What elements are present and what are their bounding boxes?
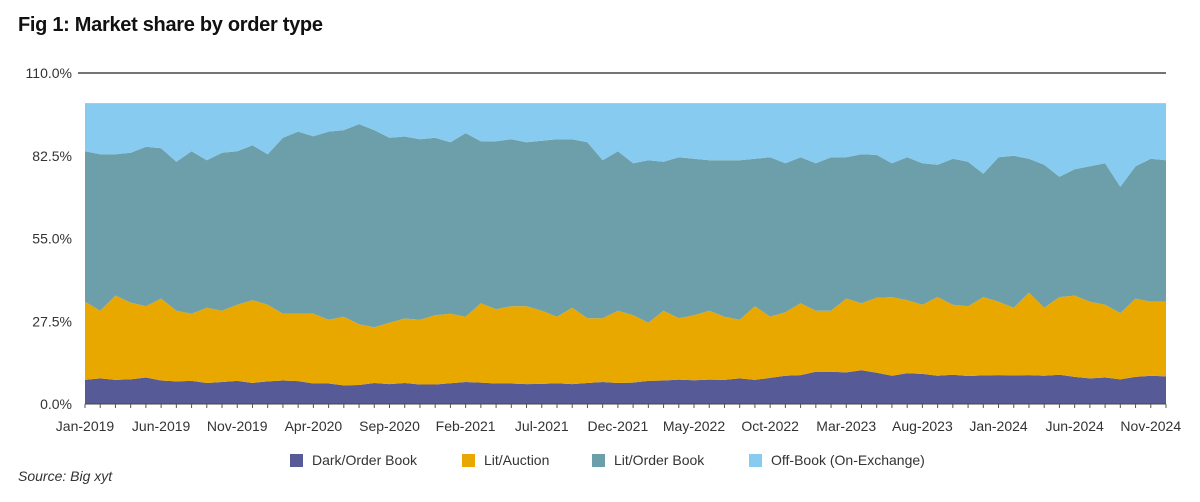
x-tick-label: Oct-2022	[741, 418, 799, 434]
x-tick-label: Dec-2021	[588, 418, 649, 434]
y-tick-label: 82.5%	[32, 148, 72, 164]
x-tick-label: Mar-2023	[816, 418, 876, 434]
area-dark-order-book	[85, 370, 1166, 404]
chart-title: Fig 1: Market share by order type	[18, 14, 323, 36]
legend-item: Lit/Auction	[462, 452, 549, 468]
x-tick-label: Jul-2021	[515, 418, 569, 434]
area-off-book-on-exchange	[85, 103, 1166, 187]
legend-label: Off-Book (On-Exchange)	[771, 452, 925, 468]
x-tick-label: Sep-2020	[359, 418, 420, 434]
x-tick-label: Jun-2024	[1045, 418, 1104, 434]
y-tick-label: 110.0%	[26, 65, 72, 81]
area-series-group	[85, 103, 1166, 404]
x-tick-label: Nov-2019	[207, 418, 268, 434]
x-tick-label: Jan-2019	[56, 418, 115, 434]
x-tick-label: Jan-2024	[969, 418, 1028, 434]
x-tick-label: Apr-2020	[285, 418, 343, 434]
area-lit-auction	[85, 292, 1166, 386]
legend-swatch	[290, 453, 303, 467]
legend-swatch	[462, 453, 475, 467]
legend-swatch	[749, 453, 762, 467]
x-tick-label: Aug-2023	[892, 418, 953, 434]
legend-item: Off-Book (On-Exchange)	[749, 452, 925, 468]
y-tick-label: 55.0%	[32, 231, 72, 247]
y-tick-label: 27.5%	[32, 313, 72, 329]
legend: Dark/Order Book Lit/Auction Lit/Order Book…	[0, 452, 1200, 474]
x-tick-label: Jun-2019	[132, 418, 191, 434]
area-lit-order-book	[85, 124, 1166, 328]
legend-item: Lit/Order Book	[592, 452, 704, 468]
x-tick-label: Feb-2021	[436, 418, 496, 434]
legend-label: Dark/Order Book	[312, 452, 418, 468]
axes-group: 0.0% 27.5% 55.0% 82.5% 110.0% Jan-2019 Jun-201…	[26, 65, 1182, 434]
legend-label: Lit/Auction	[484, 452, 550, 468]
y-tick-label: 0.0%	[40, 396, 72, 412]
x-tick-label: May-2022	[663, 418, 725, 434]
source-note: Source: Big xyt	[18, 468, 113, 484]
legend-item: Dark/Order Book	[290, 452, 417, 468]
legend-label: Lit/Order Book	[614, 452, 705, 468]
legend-swatch	[592, 453, 605, 467]
x-tick-label: Nov-2024	[1120, 418, 1181, 434]
